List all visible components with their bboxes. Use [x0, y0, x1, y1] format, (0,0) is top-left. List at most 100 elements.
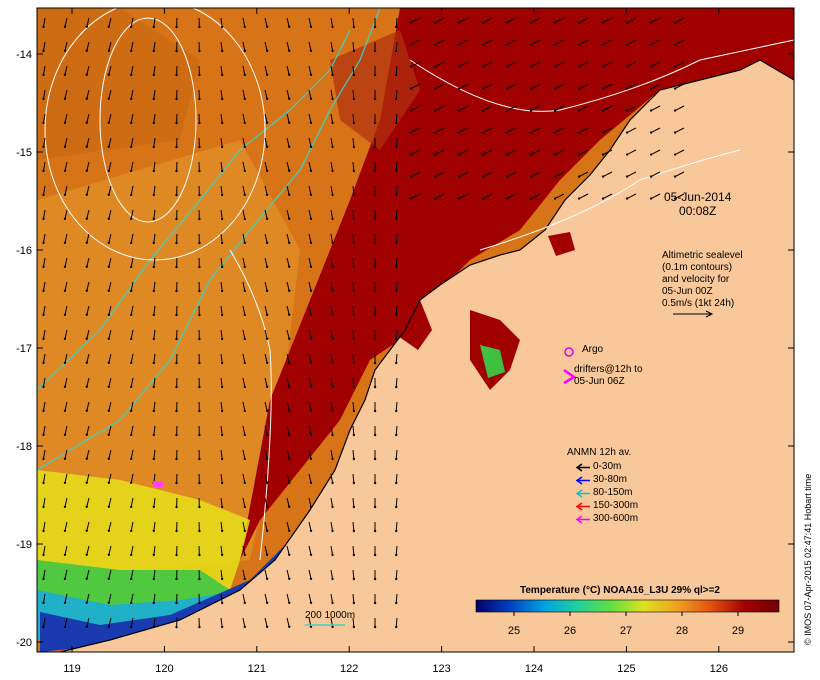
- time-line: 00:08Z: [679, 204, 717, 218]
- velocity-arrow-head: [63, 313, 67, 316]
- velocity-arrow: [434, 39, 445, 45]
- velocity-arrow-head: [481, 65, 485, 68]
- velocity-arrow-head: [107, 601, 111, 604]
- velocity-arrow-head: [395, 25, 398, 29]
- velocity-arrow-head: [107, 457, 111, 460]
- velocity-arrow: [64, 113, 68, 123]
- velocity-arrow-head: [42, 481, 45, 485]
- velocity-arrow-head: [331, 481, 334, 485]
- velocity-arrow: [352, 305, 355, 316]
- velocity-arrow-head: [331, 25, 334, 29]
- velocity-arrow-head: [601, 43, 605, 46]
- velocity-arrow: [86, 521, 90, 531]
- velocity-arrow: [330, 353, 334, 363]
- velocity-arrow-head: [352, 121, 356, 125]
- velocity-arrow: [458, 39, 469, 45]
- velocity-arrow: [108, 233, 112, 243]
- velocity-arrow: [330, 305, 334, 315]
- velocity-arrow-head: [309, 457, 313, 460]
- velocity-arrow-head: [107, 577, 111, 580]
- velocity-arrow: [330, 449, 334, 459]
- y-tick-label: -19: [16, 539, 32, 551]
- velocity-arrow: [506, 105, 517, 111]
- velocity-arrow: [578, 105, 589, 111]
- velocity-arrow: [220, 617, 223, 627]
- velocity-arrow: [220, 209, 223, 219]
- velocity-arrow-head: [243, 169, 246, 173]
- velocity-arrow: [482, 39, 493, 45]
- velocity-arrow-head: [331, 73, 334, 77]
- velocity-arrow-head: [352, 337, 356, 341]
- velocity-arrow: [86, 137, 90, 147]
- velocity-arrow-head: [220, 289, 224, 293]
- velocity-arrow-head: [85, 313, 88, 316]
- velocity-arrow-head: [220, 73, 224, 77]
- x-tick-label: 121: [248, 663, 266, 675]
- velocity-arrow: [86, 65, 90, 75]
- velocity-arrow-head: [331, 361, 334, 365]
- velocity-arrow-head: [352, 265, 356, 269]
- velocity-arrow-head: [175, 169, 178, 173]
- velocity-arrow-head: [85, 217, 88, 220]
- velocity-arrow-head: [175, 433, 178, 437]
- velocity-arrow: [42, 521, 46, 531]
- velocity-arrow: [86, 281, 90, 291]
- velocity-arrow-head: [198, 529, 201, 533]
- velocity-arrow: [242, 233, 246, 243]
- velocity-arrow: [308, 593, 312, 603]
- velocity-arrow-head: [331, 121, 334, 125]
- velocity-arrow: [330, 257, 334, 267]
- velocity-arrow: [42, 617, 46, 627]
- velocity-arrow-head: [331, 49, 334, 53]
- velocity-arrow: [64, 65, 68, 75]
- velocity-arrow-head: [175, 217, 178, 221]
- velocity-arrow-head: [457, 197, 461, 200]
- velocity-arrow-head: [85, 145, 88, 148]
- cool-water-cyan: [37, 570, 290, 640]
- velocity-arrow: [286, 233, 290, 243]
- velocity-arrow-head: [373, 193, 377, 197]
- velocity-arrow: [554, 39, 565, 45]
- velocity-arrow: [308, 377, 312, 387]
- velocity-arrow-head: [85, 409, 88, 412]
- velocity-arrow-head: [85, 481, 88, 484]
- velocity-arrow-head: [130, 145, 133, 149]
- velocity-arrow-head: [288, 145, 291, 148]
- velocity-arrow-head: [63, 625, 67, 628]
- velocity-arrow: [64, 401, 68, 411]
- isobath-200m: [37, 29, 351, 391]
- velocity-arrow-head: [130, 241, 133, 245]
- velocity-arrow-head: [265, 409, 269, 412]
- velocity-arrow: [506, 127, 517, 133]
- velocity-arrow: [410, 127, 421, 133]
- velocity-arrow: [264, 113, 268, 123]
- isobath-legend-label: 200 1000m: [305, 610, 356, 621]
- velocity-arrow: [308, 521, 312, 531]
- velocity-arrow-head: [152, 289, 156, 293]
- velocity-arrow: [530, 193, 541, 199]
- velocity-arrow-head: [243, 361, 246, 365]
- velocity-arrow: [308, 329, 312, 339]
- velocity-arrow-head: [243, 505, 246, 509]
- velocity-arrow: [286, 89, 290, 99]
- velocity-arrow-head: [175, 577, 178, 581]
- velocity-arrow-head: [433, 153, 437, 156]
- velocity-arrow: [434, 149, 445, 155]
- velocity-arrow-head: [63, 97, 67, 100]
- velocity-arrow-head: [198, 385, 201, 389]
- velocity-arrow: [153, 137, 156, 147]
- velocity-arrow: [64, 17, 68, 27]
- velocity-arrow-head: [673, 175, 677, 178]
- colorbar-title: Temperature (°C) NOAA16_L3U 29% ql>=2: [520, 585, 720, 596]
- velocity-arrow: [578, 149, 589, 155]
- velocity-arrow-head: [577, 197, 581, 200]
- map-frame: [36, 7, 795, 653]
- velocity-arrow: [395, 425, 398, 436]
- velocity-arrow-head: [577, 21, 581, 24]
- velocity-arrow-head: [130, 529, 133, 533]
- velocity-arrow: [506, 39, 517, 45]
- velocity-arrow-head: [331, 337, 334, 341]
- velocity-arrow: [286, 617, 290, 627]
- velocity-arrow: [108, 41, 112, 51]
